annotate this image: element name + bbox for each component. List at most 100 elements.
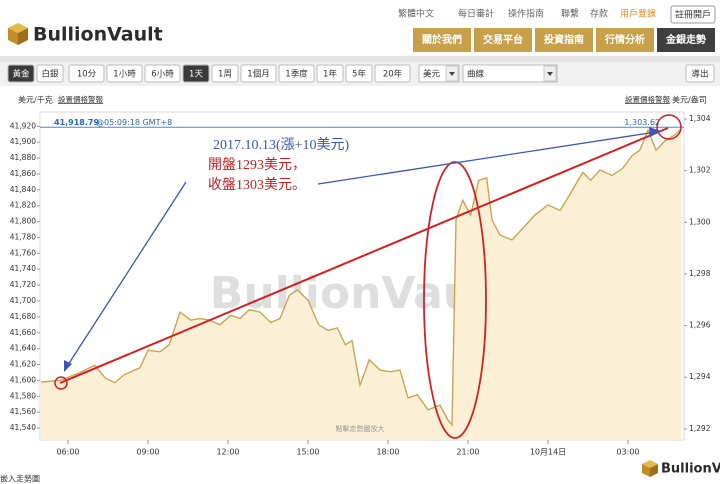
- toolbar-button-label: 1個月: [247, 69, 269, 80]
- nav-tab[interactable]: [474, 28, 532, 52]
- toolbar-button[interactable]: [374, 64, 411, 83]
- x-tick-label: 18:00: [376, 448, 399, 457]
- select-label: 美元: [423, 69, 441, 80]
- y-tick-label: 41,780: [10, 232, 36, 241]
- toolbar-button[interactable]: [144, 64, 181, 83]
- nav-tab-label: 交易平台: [483, 33, 523, 46]
- toolbar-button[interactable]: [278, 64, 315, 83]
- y-tick-label: 41,660: [10, 328, 36, 337]
- select[interactable]: [462, 64, 558, 83]
- top-link[interactable]: 存款: [590, 8, 608, 20]
- y-tick-label: 41,860: [10, 169, 36, 178]
- toolbar-button[interactable]: [7, 64, 35, 83]
- y-tick-label: 41,880: [10, 153, 36, 162]
- nav-tab-label: 關於我們: [422, 33, 462, 46]
- y2-tick-label: 1,300: [689, 217, 711, 226]
- logo: BullionVault: [33, 24, 163, 46]
- x-tick-label: 12:00: [216, 448, 239, 457]
- top-link[interactable]: 每日審計: [458, 8, 494, 20]
- nav-tab-label: 行情分析: [604, 33, 645, 46]
- toolbar-button-label: 5年: [352, 69, 366, 80]
- toolbar-button[interactable]: [345, 64, 373, 83]
- y-tick-label: 41,920: [10, 121, 36, 130]
- y2-tick-label: 1,296: [689, 321, 711, 330]
- header-divider: [0, 56, 720, 62]
- toolbar-button[interactable]: [68, 64, 105, 83]
- y2-tick-label: 1,302: [689, 166, 711, 175]
- toolbar-button-label: 10分: [77, 70, 97, 80]
- x-tick-label: 21:00: [456, 448, 479, 457]
- y-tick-label: 41,760: [10, 248, 36, 257]
- nav-tab[interactable]: [596, 28, 654, 52]
- y-tick-label: 41,700: [10, 296, 36, 305]
- price-line: [41, 128, 682, 427]
- select-arrow: [547, 72, 553, 76]
- toolbar-button-label: 1小時: [113, 69, 136, 80]
- price-area: [41, 128, 682, 440]
- annotation-drawing: [54, 114, 682, 439]
- x-tick-label: 03:00: [616, 448, 639, 457]
- y2-axis-label: 美元/盎司: [672, 95, 707, 105]
- nav-tab-label: 金銀走勢: [665, 33, 706, 46]
- embed-link[interactable]: 嵌入走勢圖: [0, 474, 40, 484]
- y-tick-label: 41,840: [10, 185, 36, 194]
- x-tick-label: 10月14日: [530, 448, 566, 457]
- toolbar-button[interactable]: [182, 64, 210, 83]
- chart-hint: 點擊走勢圖放大: [336, 424, 385, 433]
- y-tick-label: 41,800: [10, 217, 36, 226]
- current-price-label: 41,918.79: [54, 118, 99, 127]
- toolbar-button[interactable]: [106, 64, 143, 83]
- select-arrow: [449, 72, 455, 76]
- y-tick-label: 41,580: [10, 391, 36, 400]
- x-tick-label: 06:00: [56, 448, 79, 457]
- y-tick-label: 41,640: [10, 344, 36, 353]
- x-tick-label: 15:00: [296, 448, 319, 457]
- alert-link[interactable]: 設置價格警報: [58, 94, 103, 104]
- nav-tab[interactable]: [657, 28, 715, 52]
- y-tick-label: 41,900: [10, 137, 36, 146]
- y-tick-label: 41,720: [10, 280, 36, 289]
- toolbar-button-label: 1季度: [285, 69, 308, 80]
- register-button[interactable]: [670, 5, 716, 24]
- export-button[interactable]: [685, 64, 715, 83]
- select-label: 曲線: [467, 69, 485, 80]
- toolbar-button[interactable]: [240, 64, 277, 83]
- toolbar-button-label: 白銀: [41, 69, 59, 80]
- toolbar-button-label: 20年: [383, 69, 403, 80]
- toolbar-button-label: 1天: [189, 70, 203, 80]
- top-link[interactable]: 聯繫: [561, 8, 579, 20]
- y-tick-label: 41,620: [10, 360, 36, 369]
- y2-tick-label: 1,304: [689, 114, 711, 123]
- top-link[interactable]: 繁體中文: [398, 8, 434, 20]
- footer-logo-icon: [642, 460, 658, 477]
- toolbar-button[interactable]: [211, 64, 239, 83]
- toolbar-button-label: 6小時: [151, 69, 174, 80]
- toolbar-button[interactable]: [36, 64, 64, 83]
- current-time-label: @05:09:18 GMT+8: [96, 118, 172, 127]
- toolbar-button-label: 1周: [218, 70, 232, 80]
- top-link[interactable]: 用戶登錄: [620, 8, 656, 20]
- y-tick-label: 41,560: [10, 407, 36, 416]
- y-tick-label: 41,820: [10, 201, 36, 210]
- export-label: 導出: [691, 69, 708, 80]
- top-link[interactable]: 操作指南: [508, 8, 544, 20]
- y-tick-label: 41,680: [10, 312, 36, 321]
- y2-tick-label: 1,292: [689, 424, 711, 433]
- annotation: 收盤1303美元。: [208, 177, 306, 193]
- toolbar-button[interactable]: [316, 64, 344, 83]
- y-tick-label: 41,600: [10, 375, 36, 384]
- nav-tab[interactable]: [413, 28, 471, 52]
- nav-tab[interactable]: [535, 28, 593, 52]
- current-price-oz-label: 1,303.62: [624, 118, 660, 127]
- toolbar-button-label: 1年: [323, 69, 337, 80]
- footer-logo: BullionVault: [661, 462, 720, 477]
- register-label: 註冊開戶: [675, 9, 711, 21]
- toolbar-button-label: 黃金: [12, 69, 30, 80]
- y-axis-label: 美元/千克: [18, 95, 53, 105]
- y-tick-label: 41,740: [10, 264, 36, 273]
- chart: BullionVault點擊走勢圖放大41,54041,56041,58041,…: [10, 114, 711, 457]
- alert-link[interactable]: 設置價格警報: [625, 94, 670, 104]
- y-tick-label: 41,540: [10, 423, 36, 432]
- y2-tick-label: 1,298: [689, 269, 711, 278]
